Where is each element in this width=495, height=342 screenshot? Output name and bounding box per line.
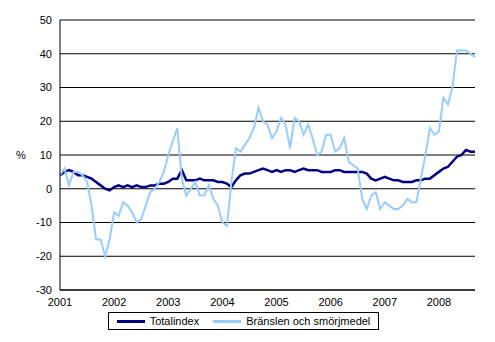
svg-text:-20: -20 bbox=[36, 250, 52, 262]
svg-text:20: 20 bbox=[40, 115, 52, 127]
svg-text:40: 40 bbox=[40, 48, 52, 60]
svg-text:-10: -10 bbox=[36, 216, 52, 228]
svg-text:2008: 2008 bbox=[427, 296, 451, 308]
svg-text:30: 30 bbox=[40, 81, 52, 93]
svg-text:-30: -30 bbox=[36, 284, 52, 296]
html-text:Totalindex: Totalindex bbox=[149, 315, 200, 327]
svg-text:50: 50 bbox=[40, 14, 52, 26]
svg-text:%: % bbox=[16, 149, 26, 161]
svg-text:10: 10 bbox=[40, 149, 52, 161]
svg-text:2002: 2002 bbox=[102, 296, 126, 308]
svg-text:2004: 2004 bbox=[210, 296, 234, 308]
svg-text:2006: 2006 bbox=[318, 296, 342, 308]
svg-text:0: 0 bbox=[46, 183, 52, 195]
svg-text:2001: 2001 bbox=[48, 296, 72, 308]
html-text:Bränslen och smörjmedel: Bränslen och smörjmedel bbox=[246, 315, 371, 327]
svg-text:2005: 2005 bbox=[264, 296, 288, 308]
svg-text:2007: 2007 bbox=[373, 296, 397, 308]
svg-text:2003: 2003 bbox=[156, 296, 180, 308]
